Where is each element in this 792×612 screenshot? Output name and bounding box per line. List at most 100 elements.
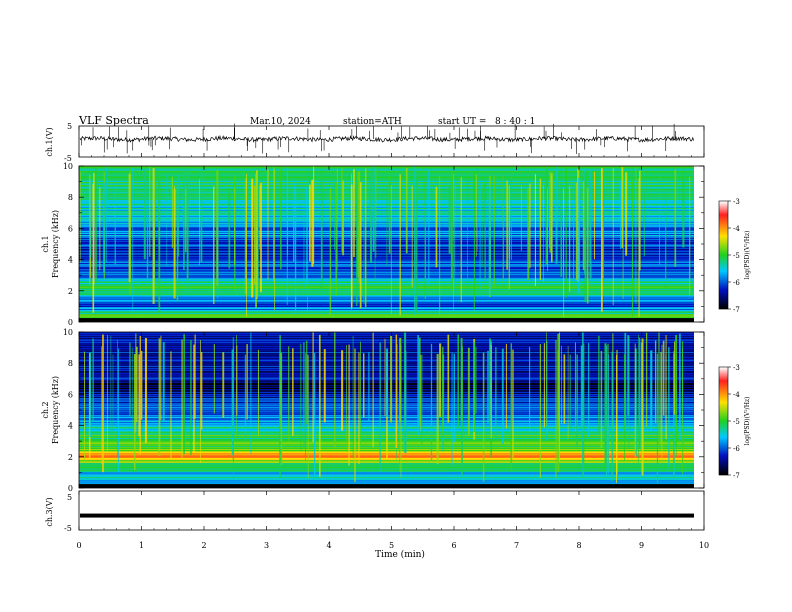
spectrogram-band: [79, 478, 694, 480]
ch1-freq-ticks: 0 2 4 6 8 10: [63, 162, 704, 327]
spectrogram-streak: [529, 346, 531, 434]
spectrogram-streak: [577, 168, 580, 282]
colorbar-segment: [719, 222, 728, 224]
spectrogram-band: [79, 208, 694, 210]
spectrogram-band: [79, 283, 694, 285]
colorbar-segment: [719, 389, 728, 391]
spectrogram-streak: [411, 185, 413, 287]
spectrogram-streak: [110, 335, 112, 437]
spectrogram-streak: [213, 344, 215, 414]
spectrogram-band: [79, 314, 694, 316]
spectrogram-streak: [368, 352, 370, 422]
spectrogram-band: [79, 336, 694, 338]
spectrogram-streak: [457, 334, 459, 427]
spectrogram-streak: [279, 335, 281, 478]
spectrogram-streak: [643, 188, 645, 257]
colorbar-segment: [719, 247, 728, 249]
spectrogram-band: [79, 347, 694, 349]
ch3-ytick-top: 5: [67, 493, 72, 502]
spectrogram-streak: [574, 342, 576, 432]
spectrogram-streak: [656, 353, 659, 483]
spectrogram-streak: [539, 344, 541, 478]
colorbar-segment: [719, 370, 728, 372]
spectrogram-streak: [228, 188, 231, 269]
ch1-signal-line: [79, 134, 694, 143]
colorbar-segment: [719, 421, 728, 423]
spectrogram-band: [79, 256, 694, 258]
spectrogram-streak: [92, 338, 94, 422]
spectrogram-streak: [569, 354, 571, 434]
colorbar-segment: [719, 398, 728, 400]
spectrogram-band: [79, 217, 694, 219]
spectrogram-streak: [473, 171, 475, 310]
spectrogram-band: [79, 343, 694, 345]
spectrogram-streak: [558, 332, 560, 462]
colorbar-segment: [719, 238, 728, 240]
spectrogram-streak: [560, 183, 563, 277]
spectrogram-streak: [79, 171, 81, 263]
spectrogram-streak: [300, 343, 302, 451]
ch3-ytick-bottom: -5: [64, 524, 72, 533]
spectrogram-streak: [674, 169, 677, 267]
spectrogram-streak: [312, 332, 314, 443]
colorbar-tick-label: -7: [733, 306, 740, 314]
colorbar-segment: [719, 273, 728, 275]
spectrogram-streak: [467, 179, 468, 290]
colorbar-segment: [719, 303, 728, 305]
spectrogram-streak: [545, 167, 548, 265]
spectrogram-streak: [638, 178, 640, 318]
spectrogram-band: [79, 278, 694, 280]
freq-tick-label: 6: [68, 224, 73, 233]
colorbar-segment: [719, 254, 728, 256]
colorbar-segment: [719, 277, 728, 279]
spectrogram-streak: [575, 182, 577, 280]
colorbar-segment: [719, 279, 728, 281]
spectrogram-streak: [354, 348, 356, 483]
spectrogram-streak: [385, 348, 388, 417]
colorbar-segment: [719, 420, 728, 422]
spectrogram-band: [79, 195, 694, 197]
colorbar-segment: [719, 454, 728, 456]
colorbar-segment: [719, 291, 728, 293]
spectrogram-band: [79, 265, 694, 267]
spectrogram-band: [79, 219, 694, 221]
spectrogram-streak: [307, 182, 308, 317]
spectrogram-streak: [350, 184, 353, 308]
colorbar-segment: [719, 285, 728, 287]
spectrogram-streak: [372, 332, 374, 447]
spectrogram-streak: [370, 173, 373, 264]
colorbar-segment: [719, 270, 728, 272]
colorbar-segment: [719, 403, 728, 405]
spectrogram-band: [79, 215, 694, 217]
spectrogram-streak: [178, 175, 180, 257]
spectrogram-streak: [399, 174, 401, 316]
colorbar-segment: [719, 232, 728, 234]
spectrogram-streak: [414, 166, 416, 315]
spectrogram-streak: [359, 182, 362, 309]
colorbar-segment: [719, 404, 728, 406]
spectrogram-streak: [582, 332, 584, 479]
spectrogram-streak: [341, 167, 343, 253]
spectrogram-streak: [622, 172, 624, 299]
colorbar-segment: [719, 290, 728, 292]
spectrogram-band: [79, 252, 694, 254]
colorbar-segment: [719, 228, 728, 230]
spectrogram-streak: [250, 332, 252, 454]
colorbar-segment: [719, 245, 728, 247]
spectrogram-band: [79, 181, 694, 183]
colorbar-segment: [719, 455, 728, 457]
spectrogram-streak: [488, 185, 490, 287]
spectrogram-band: [79, 298, 694, 300]
spectrogram-streak: [379, 342, 381, 472]
spectrogram-streak: [543, 343, 545, 428]
spectrogram-streak: [323, 349, 326, 423]
spectrogram-streak: [641, 338, 644, 476]
colorbar-segment: [719, 467, 728, 469]
spectrogram-band: [79, 233, 694, 235]
colorbar-segment: [719, 241, 728, 243]
colorbar-segment: [719, 410, 728, 412]
spectrogram-streak: [118, 348, 119, 473]
spectrogram-band: [79, 341, 694, 343]
colorbar-segment: [719, 463, 728, 465]
spectrogram-streak: [639, 170, 641, 271]
